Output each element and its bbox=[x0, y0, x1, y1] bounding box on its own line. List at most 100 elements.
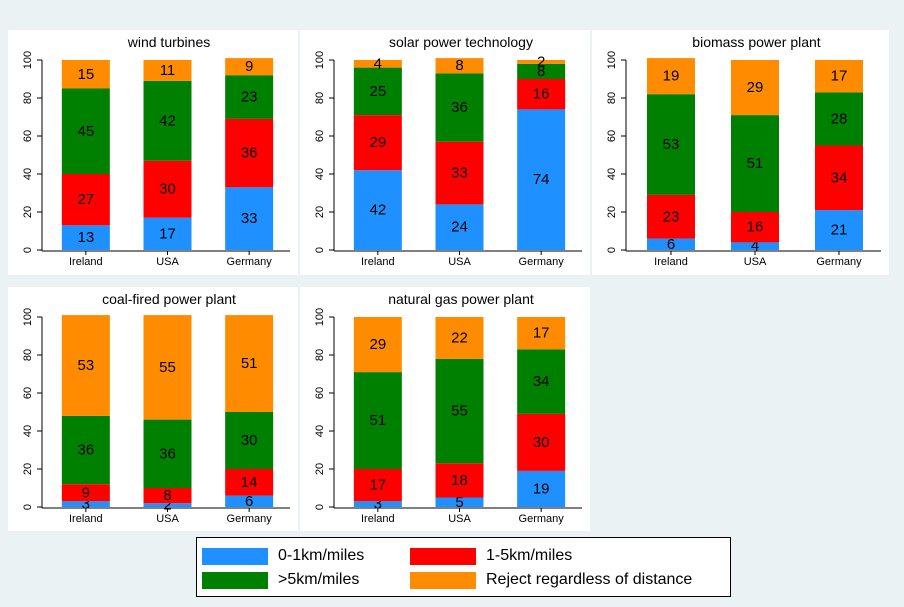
bar-segment-germany-3 bbox=[517, 60, 566, 64]
bar-segment-ireland-3 bbox=[353, 60, 402, 68]
panel-coal-fired-power-plant: coal-fired power plant 0 20 40 60 80 100 39 36 53… bbox=[8, 287, 298, 531]
data-label: 24 bbox=[451, 219, 468, 236]
x-tick-label-usa: USA bbox=[744, 256, 767, 268]
data-label: 30 bbox=[533, 434, 550, 451]
y-tick-label: 40 bbox=[22, 168, 34, 180]
data-label: 8 bbox=[455, 57, 463, 74]
bar-segment-germany-1 bbox=[225, 118, 274, 188]
data-label: 53 bbox=[663, 136, 680, 153]
bar-segment-ireland-1 bbox=[353, 115, 402, 171]
legend-item-1-5km: 1-5km/miles bbox=[410, 546, 572, 566]
bar-segment-ireland-3 bbox=[647, 58, 695, 95]
x-tick-label-usa: USA bbox=[448, 256, 471, 268]
y-tick-label: 20 bbox=[314, 206, 326, 218]
data-label: 36 bbox=[241, 145, 258, 162]
bar-segment-ireland-3 bbox=[353, 317, 402, 373]
bar-segment-germany-3 bbox=[517, 317, 566, 350]
bar-segment-usa-1 bbox=[143, 160, 192, 218]
x-tick-label-germany: Germany bbox=[227, 513, 273, 525]
panel-title: solar power technology bbox=[389, 34, 533, 50]
data-label: 51 bbox=[369, 412, 386, 429]
bar-segment-germany-1 bbox=[225, 469, 274, 496]
data-label: 17 bbox=[159, 225, 176, 242]
data-label: 23 bbox=[663, 208, 680, 225]
bar-segment-ireland-2 bbox=[61, 415, 110, 485]
legend-label-reject: Reject regardless of distance bbox=[486, 571, 693, 588]
y-tick-label: 20 bbox=[314, 463, 326, 475]
panel-title: coal-fired power plant bbox=[102, 291, 236, 307]
legend-label-1-5km: 1-5km/miles bbox=[486, 547, 573, 564]
data-label: 19 bbox=[533, 480, 550, 497]
x-tick-label-germany: Germany bbox=[227, 256, 273, 268]
bar-segment-usa-1 bbox=[731, 212, 779, 243]
panel-wind-turbines: wind turbines 0 20 40 60 80 100 13 27 45 15 Ireland… bbox=[8, 30, 298, 275]
data-label: 29 bbox=[369, 134, 386, 151]
data-label: 51 bbox=[747, 155, 764, 172]
data-label: 4 bbox=[751, 238, 759, 255]
bar-segment-germany-2 bbox=[225, 412, 274, 469]
y-tick-label: 0 bbox=[314, 504, 326, 510]
data-label: 28 bbox=[831, 110, 848, 127]
y-tick-label: 20 bbox=[22, 206, 34, 218]
data-label: 15 bbox=[77, 66, 94, 83]
data-label: 30 bbox=[241, 432, 258, 449]
data-label: 3 bbox=[374, 496, 382, 513]
bar-segment-ireland-1 bbox=[61, 174, 110, 226]
bar-segment-usa-1 bbox=[435, 463, 484, 498]
bar-segment-ireland-2 bbox=[353, 67, 402, 116]
bar-segment-usa-2 bbox=[731, 115, 779, 212]
bar-segment-usa-0 bbox=[435, 497, 484, 507]
data-label: 74 bbox=[533, 171, 550, 188]
bar-segment-ireland-2 bbox=[61, 88, 110, 174]
data-label: 29 bbox=[369, 336, 386, 353]
bar-segment-germany-2 bbox=[517, 349, 566, 414]
data-label: 55 bbox=[451, 403, 468, 420]
bar-segment-usa-2 bbox=[435, 358, 484, 464]
legend-item-reject: Reject regardless of distance bbox=[410, 570, 692, 590]
y-tick-label: 80 bbox=[22, 92, 34, 104]
x-tick-label-germany: Germany bbox=[816, 256, 862, 268]
data-label: 21 bbox=[831, 222, 848, 239]
y-tick-label: 40 bbox=[22, 425, 34, 437]
data-label: 11 bbox=[160, 62, 176, 79]
bar-segment-ireland-2 bbox=[353, 372, 402, 469]
data-label: 34 bbox=[533, 373, 550, 390]
bar-segment-germany-1 bbox=[815, 145, 863, 211]
data-label: 23 bbox=[241, 89, 258, 106]
panel-title: wind turbines bbox=[127, 34, 211, 50]
data-label: 30 bbox=[159, 181, 176, 198]
y-tick-label: 80 bbox=[314, 92, 326, 104]
data-label: 9 bbox=[82, 484, 90, 501]
bar-segment-ireland-0 bbox=[61, 225, 110, 250]
y-tick-label: 0 bbox=[22, 247, 34, 253]
legend-label-over-5km: >5km/miles bbox=[278, 571, 360, 588]
panel-natural-gas-power-plant: natural gas power plant02040608010031751… bbox=[300, 287, 590, 531]
legend-item-over-5km: >5km/miles bbox=[202, 570, 359, 590]
bar-segment-germany-1 bbox=[517, 413, 566, 471]
y-tick-label: 100 bbox=[314, 51, 326, 69]
x-tick-label-ireland: Ireland bbox=[69, 513, 103, 525]
bar-segment-ireland-0 bbox=[647, 238, 695, 250]
y-tick-label: 40 bbox=[606, 168, 618, 180]
legend-swatch-1-5km bbox=[410, 547, 476, 565]
bar-segment-usa-3 bbox=[731, 60, 779, 116]
legend-swatch-reject bbox=[410, 571, 476, 589]
y-tick-label: 100 bbox=[22, 51, 34, 69]
bar-segment-ireland-0 bbox=[353, 501, 402, 507]
y-tick-label: 80 bbox=[606, 92, 618, 104]
data-label: 16 bbox=[533, 86, 550, 103]
data-label: 2 bbox=[163, 497, 171, 514]
data-label: 14 bbox=[241, 474, 258, 491]
bar-segment-ireland-1 bbox=[353, 469, 402, 502]
data-label: 53 bbox=[77, 357, 94, 374]
bar-segment-usa-3 bbox=[435, 58, 484, 74]
bar-segment-germany-2 bbox=[815, 92, 863, 146]
data-label: 13 bbox=[77, 229, 94, 246]
bar-segment-usa-2 bbox=[143, 419, 192, 488]
data-label: 6 bbox=[245, 493, 253, 510]
y-tick-label: 80 bbox=[314, 349, 326, 361]
y-tick-label: 80 bbox=[22, 349, 34, 361]
bar-segment-usa-2 bbox=[435, 73, 484, 142]
x-tick-label-ireland: Ireland bbox=[361, 256, 395, 268]
